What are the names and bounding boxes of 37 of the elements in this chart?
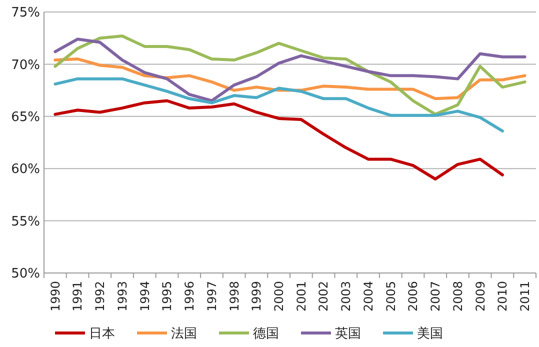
line-series bbox=[54, 38, 526, 102]
x-tick-label: 2006 bbox=[406, 281, 420, 312]
line-series bbox=[54, 99, 504, 181]
y-tick-label: 70% bbox=[11, 58, 40, 73]
y-tick-label: 50% bbox=[11, 266, 40, 282]
x-tick-label: 2007 bbox=[428, 281, 443, 312]
x-tick-label: 1996 bbox=[182, 281, 197, 312]
line-series bbox=[54, 77, 504, 133]
x-tick-label: 2003 bbox=[339, 281, 354, 312]
y-tick-label: 60% bbox=[11, 162, 40, 178]
x-tick-label: 2002 bbox=[316, 281, 331, 312]
line-series bbox=[54, 34, 526, 116]
x-tick-label: 1997 bbox=[204, 281, 219, 312]
x-tick-label: 1999 bbox=[250, 281, 264, 312]
x-tick-label: 1994 bbox=[138, 281, 152, 312]
x-tick-label: 1998 bbox=[227, 281, 242, 312]
x-tick-label: 1990 bbox=[48, 281, 62, 312]
x-tick-label: 1992 bbox=[93, 281, 108, 312]
x-tick-label: 2008 bbox=[450, 281, 465, 312]
legend-label: 英国 bbox=[335, 326, 361, 342]
x-tick-label: 1991 bbox=[70, 281, 85, 312]
x-tick-label: 2000 bbox=[272, 281, 286, 312]
legend-label: 德国 bbox=[253, 326, 279, 342]
legend-label: 法国 bbox=[171, 326, 197, 342]
legend-label: 日本 bbox=[89, 326, 115, 342]
x-tick-label: 1993 bbox=[115, 281, 130, 312]
y-tick-label: 65% bbox=[11, 110, 40, 125]
x-tick-label: 2011 bbox=[518, 281, 532, 312]
x-tick-label: 2009 bbox=[473, 281, 488, 312]
y-tick-label: 55% bbox=[11, 214, 40, 230]
x-tick-label: 2005 bbox=[384, 281, 398, 312]
x-tick-label: 2010 bbox=[496, 281, 510, 312]
legend-label: 美国 bbox=[417, 326, 443, 342]
x-tick-label: 1995 bbox=[160, 281, 174, 312]
x-tick-label: 2001 bbox=[294, 281, 308, 312]
x-tick-label: 2004 bbox=[361, 281, 376, 312]
y-tick-label: 75% bbox=[11, 6, 40, 21]
